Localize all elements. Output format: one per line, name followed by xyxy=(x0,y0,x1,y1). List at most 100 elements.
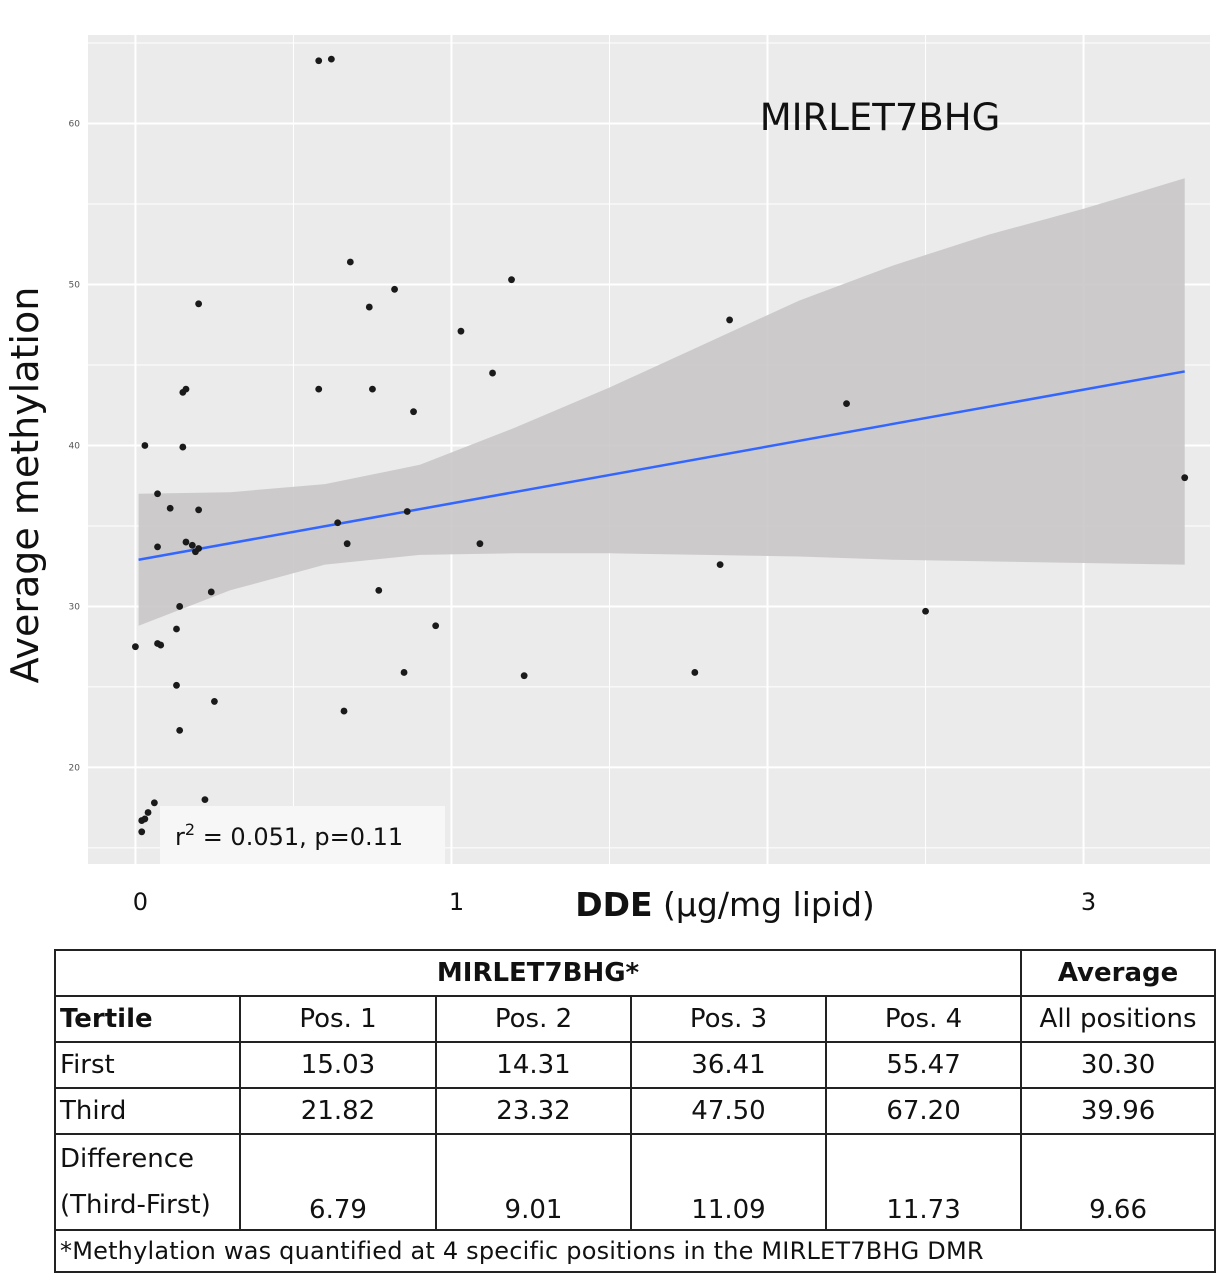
col-pos4: Pos. 4 xyxy=(824,995,1023,1043)
tertile-table: MIRLET7BHG* Average Tertile Pos. 1 Pos. … xyxy=(53,949,1217,1273)
table-cell: 21.82 xyxy=(239,1087,437,1135)
table-cell: 23.32 xyxy=(435,1087,632,1135)
data-point xyxy=(365,303,373,311)
data-point xyxy=(195,545,203,552)
y-tick-label: 40 xyxy=(69,441,81,451)
data-point xyxy=(400,669,408,676)
data-point xyxy=(403,508,411,515)
y-tick-label: 50 xyxy=(69,281,81,291)
table-cell: 36.41 xyxy=(630,1041,827,1089)
data-point xyxy=(922,607,929,615)
data-point xyxy=(375,586,383,594)
data-point xyxy=(138,828,146,836)
table-cell: 11.73 xyxy=(824,1133,1023,1231)
y-tick-label: 60 xyxy=(69,120,81,130)
data-point xyxy=(346,258,354,266)
x-axis-label: DDE (µg/mg lipid) xyxy=(575,885,875,924)
table-cell-average: 30.30 xyxy=(1020,1041,1217,1089)
table-cell: 47.50 xyxy=(630,1087,827,1135)
data-point xyxy=(369,385,376,393)
table-cell: 11.09 xyxy=(630,1133,827,1231)
data-point xyxy=(154,543,161,551)
data-point xyxy=(166,504,174,512)
data-point xyxy=(188,541,196,549)
footnote-row: *Methylation was quantified at 4 specifi… xyxy=(53,1229,1217,1273)
data-point xyxy=(173,681,180,689)
col-pos3: Pos. 3 xyxy=(630,995,827,1043)
data-point xyxy=(1181,474,1189,482)
data-point xyxy=(343,540,351,548)
data-point xyxy=(173,625,180,633)
data-point xyxy=(179,443,187,451)
data-point xyxy=(315,385,323,393)
annotation-box xyxy=(160,806,445,864)
data-point xyxy=(207,588,215,596)
data-point xyxy=(176,603,184,610)
data-point xyxy=(489,369,496,377)
table-cell: 14.31 xyxy=(435,1041,632,1089)
footnote: *Methylation was quantified at 4 specifi… xyxy=(53,1229,1217,1273)
data-point xyxy=(195,300,203,308)
table-row: First 15.03 14.31 36.41 55.47 30.30 xyxy=(54,1041,1217,1089)
data-point xyxy=(691,669,699,676)
x-axis-label-unit: (µg/mg lipid) xyxy=(653,885,875,924)
data-point xyxy=(132,643,139,651)
table-header-row: MIRLET7BHG* Average xyxy=(53,949,1217,997)
data-point xyxy=(843,400,850,408)
data-point xyxy=(391,285,398,293)
data-point xyxy=(176,726,184,734)
data-point xyxy=(195,506,203,514)
table-header-main: MIRLET7BHG* xyxy=(53,949,1023,997)
chart-title: MIRLET7BHG xyxy=(760,96,1001,139)
table-cell: 55.47 xyxy=(824,1041,1023,1089)
row-label: First xyxy=(54,1041,241,1089)
scatter-chart: 20 30 40 50 60 0 1 3 MIRLET7BHG r2 = 0.051, p=… xyxy=(3,35,1210,924)
x-axis-label-bold: DDE xyxy=(575,885,652,924)
x-tick-label: 3 xyxy=(1081,888,1096,916)
data-point xyxy=(432,622,440,630)
table-row: Difference (Third-First) 6.79 9.01 11.09… xyxy=(54,1133,1217,1231)
data-point xyxy=(211,698,218,705)
x-tick-labels: 0 1 3 xyxy=(133,888,1096,916)
data-point xyxy=(201,796,209,804)
data-point xyxy=(182,538,190,546)
data-point xyxy=(340,707,348,715)
table-cell: 9.01 xyxy=(435,1133,632,1231)
table-cell: 15.03 xyxy=(239,1041,437,1089)
col-tertile: Tertile xyxy=(54,995,241,1043)
y-axis-label: Average methylation xyxy=(3,287,47,684)
y-tick-labels: 20 30 40 50 60 xyxy=(69,120,81,774)
data-point xyxy=(457,327,465,335)
table-cell-average: 9.66 xyxy=(1020,1133,1217,1231)
data-points xyxy=(132,55,1189,836)
col-all-positions: All positions xyxy=(1020,995,1217,1043)
col-pos2: Pos. 2 xyxy=(435,995,632,1043)
data-point xyxy=(182,385,190,393)
table-cell: 6.79 xyxy=(239,1133,437,1231)
data-point xyxy=(520,672,528,680)
data-point xyxy=(141,815,149,823)
data-point xyxy=(144,809,152,816)
x-tick-label: 0 xyxy=(133,888,148,916)
col-pos1: Pos. 1 xyxy=(239,995,437,1043)
table-subheader-row: Tertile Pos. 1 Pos. 2 Pos. 3 Pos. 4 All … xyxy=(54,995,1217,1043)
data-point xyxy=(726,316,733,324)
data-point xyxy=(150,799,158,807)
row-label: Third xyxy=(54,1087,241,1135)
data-point xyxy=(476,540,484,548)
data-point xyxy=(141,442,149,449)
annotation-text: r2 = 0.051, p=0.11 xyxy=(175,820,403,851)
data-point xyxy=(716,561,724,568)
data-point xyxy=(410,408,417,416)
data-point xyxy=(508,276,515,284)
table-cell: 67.20 xyxy=(824,1087,1023,1135)
table-header-average: Average xyxy=(1020,949,1217,997)
regression-line xyxy=(138,370,1185,561)
data-point xyxy=(315,57,323,65)
data-point xyxy=(154,490,161,498)
x-tick-label: 1 xyxy=(449,888,464,916)
row-label: Difference (Third-First) xyxy=(54,1133,241,1231)
table-row: Third 21.82 23.32 47.50 67.20 39.96 xyxy=(54,1087,1217,1135)
table-cell-average: 39.96 xyxy=(1020,1087,1217,1135)
y-tick-label: 20 xyxy=(69,763,81,773)
